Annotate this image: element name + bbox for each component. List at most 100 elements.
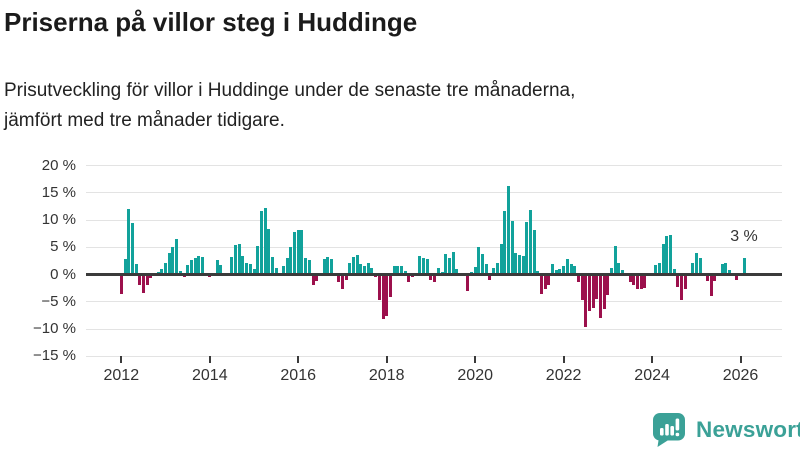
bar-2024-04 <box>661 244 665 274</box>
bar-2017-05 <box>355 254 359 274</box>
x-axis-label: 2016 <box>280 367 316 384</box>
x-tick-2016 <box>297 356 300 363</box>
gridline-10 <box>86 219 782 221</box>
bar-2012-03 <box>127 208 131 274</box>
x-axis-label: 2020 <box>457 367 493 384</box>
bar-2024-10 <box>683 274 687 289</box>
newsworthy-wordmark: Newsworthy <box>696 417 800 442</box>
bar-2017-01 <box>341 274 344 290</box>
bar-2019-06 <box>447 258 451 274</box>
bar-2022-02 <box>565 259 569 274</box>
newsworthy-logo[interactable]: Newsworthy <box>652 411 800 449</box>
bar-2021-09 <box>547 274 551 286</box>
bar-2021-07 <box>540 274 543 294</box>
bar-2017-12 <box>381 274 385 319</box>
bar-2012-12 <box>160 269 164 274</box>
bar-2018-02 <box>388 274 392 298</box>
x-axis-label: 2026 <box>722 367 759 384</box>
bar-2016-05 <box>311 274 315 285</box>
bar-2016-01 <box>296 229 300 274</box>
x-tick-2014 <box>208 356 211 363</box>
bar-2025-09 <box>724 263 728 274</box>
bar-2016-09 <box>326 256 330 274</box>
bar-2013-05 <box>178 270 182 274</box>
bar-2022-04 <box>573 265 577 274</box>
subtitle-line-2: jämfört med tre månader tidigare. <box>4 110 285 131</box>
y-axis-label: 15 % <box>41 183 76 201</box>
price-development-bar-chart: 20 % 15 % 10 % 5 % 0 % −5 % −10 % −15 % 2012 201… <box>33 158 782 384</box>
bar-2013-10 <box>197 255 201 274</box>
bar-2026-02 <box>742 257 746 274</box>
gridline-15 <box>86 192 782 194</box>
bar-2013-08 <box>189 259 193 274</box>
bar-2015-06 <box>270 257 274 274</box>
bar-2020-10 <box>506 186 510 274</box>
latest-value-annotation: 3 % <box>730 228 758 245</box>
bar-2023-01 <box>606 274 610 296</box>
y-axis-label: 5 % <box>50 238 76 256</box>
bar-2023-11 <box>643 274 647 288</box>
bar-2014-11 <box>245 262 249 274</box>
bar-2021-03 <box>525 222 529 274</box>
bar-2012-04 <box>130 223 134 274</box>
bar-2022-12 <box>602 274 606 310</box>
bar-2025-08 <box>720 263 724 274</box>
bar-2012-09 <box>149 274 153 279</box>
bar-2012-07 <box>141 274 145 294</box>
x-tick-2022 <box>562 356 565 363</box>
bar-2024-03 <box>658 262 661 274</box>
bar-2024-02 <box>654 265 658 274</box>
x-tick-2024 <box>651 356 654 363</box>
bar-2025-12 <box>735 274 739 280</box>
bar-2022-03 <box>569 264 573 274</box>
x-axis-label: 2022 <box>545 367 582 384</box>
subtitle-line-1: Prisutveckling för villor i Huddinge und… <box>4 80 576 101</box>
gridline--5 <box>86 301 782 303</box>
bar-2021-04 <box>528 210 532 274</box>
bar-2018-08 <box>411 274 414 278</box>
bar-2017-07 <box>363 265 367 274</box>
bar-2016-12 <box>337 274 341 283</box>
bar-2013-11 <box>200 257 204 274</box>
x-axis-label: 2018 <box>368 367 405 384</box>
bar-2015-02 <box>256 246 260 274</box>
bar-2013-04 <box>175 239 179 274</box>
bar-2014-01 <box>208 274 212 278</box>
bar-2023-02 <box>610 267 613 274</box>
bar-2020-09 <box>503 211 507 274</box>
bar-2022-10 <box>595 274 599 300</box>
bar-2013-01 <box>164 263 167 274</box>
bar-2014-04 <box>219 265 223 274</box>
bar-2022-01 <box>562 266 566 274</box>
bar-2013-03 <box>171 246 175 275</box>
zero-axis-line <box>86 273 782 276</box>
bar-2017-02 <box>344 274 348 280</box>
bar-2012-05 <box>134 264 138 274</box>
bar-2020-07 <box>495 263 499 274</box>
bar-2023-08 <box>632 274 636 285</box>
bar-2015-10 <box>285 257 289 274</box>
bar-2021-01 <box>517 254 521 274</box>
bar-2025-04 <box>705 274 709 281</box>
x-axis-label: 2014 <box>192 367 228 384</box>
bar-2018-03 <box>392 265 396 274</box>
gridline-20 <box>86 165 782 166</box>
bar-2015-07 <box>274 268 278 274</box>
bar-2014-08 <box>234 244 238 274</box>
bar-2012-01 <box>119 274 123 295</box>
bar-2020-03 <box>481 253 484 274</box>
bar-2021-11 <box>554 269 558 274</box>
bar-2019-05 <box>444 254 448 274</box>
bar-2019-03 <box>436 267 440 274</box>
bar-2019-01 <box>429 274 433 280</box>
y-axis-label: −5 % <box>41 292 76 310</box>
x-tick-2018 <box>385 356 388 363</box>
bar-2020-08 <box>499 244 503 274</box>
bar-2021-05 <box>532 230 536 274</box>
bar-2018-12 <box>425 259 429 274</box>
bar-2018-06 <box>403 270 407 274</box>
bar-2020-12 <box>514 252 518 274</box>
page-title: Priserna på villor steg i Huddinge <box>4 7 418 37</box>
bar-2013-07 <box>186 264 190 274</box>
bar-2019-11 <box>466 274 470 291</box>
